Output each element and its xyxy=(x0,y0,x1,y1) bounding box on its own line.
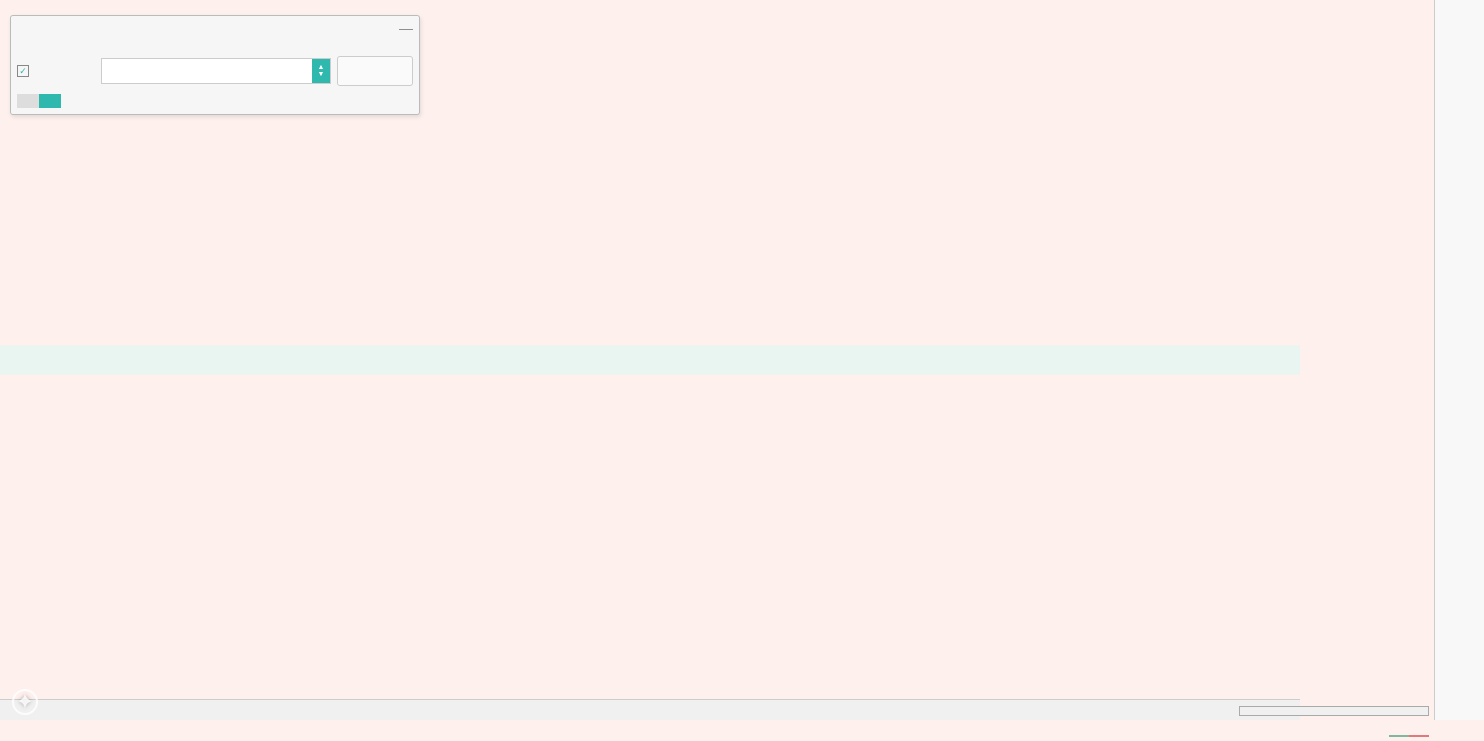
settings-button[interactable] xyxy=(337,56,413,86)
volume-profile-right xyxy=(1304,0,1434,720)
footer-green xyxy=(1389,735,1409,737)
footer-values xyxy=(1389,735,1429,737)
auto-checkbox[interactable]: ✓ xyxy=(17,65,29,77)
minimize-icon[interactable]: — xyxy=(399,20,413,36)
x-axis xyxy=(0,699,1300,720)
logo-icon: ✦ xyxy=(12,689,38,715)
trend-panel xyxy=(1239,706,1429,716)
y-axis xyxy=(1434,0,1484,720)
brand-logo: ✦ xyxy=(12,689,44,715)
panel-title: — xyxy=(11,16,419,40)
footer-red xyxy=(1409,735,1429,737)
instrument-select[interactable]: ▲▼ xyxy=(101,58,331,84)
chevron-updown-icon: ▲▼ xyxy=(312,59,330,83)
control-panel: — ✓ ▲▼ xyxy=(10,15,420,115)
forward-point-toggle[interactable] xyxy=(17,94,61,108)
